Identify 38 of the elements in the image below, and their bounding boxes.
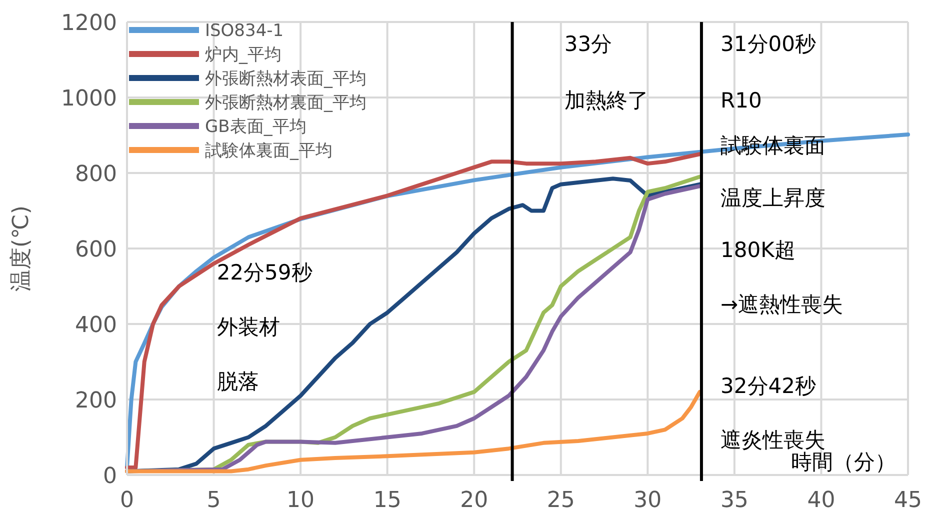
- y-tick-label: 0: [103, 464, 117, 489]
- x-tick-label: 30: [634, 488, 662, 513]
- x-tick-label: 25: [546, 488, 575, 513]
- y-tick-label: 1200: [61, 11, 117, 36]
- x-axis-title: 時間（分）: [791, 450, 896, 474]
- annotation: 31分00秒: [720, 32, 816, 56]
- x-tick-label: 0: [120, 488, 134, 513]
- y-axis-title: 温度(℃): [9, 206, 34, 292]
- legend-label: 炉内_平均: [205, 45, 282, 65]
- annotation: 外装材: [216, 314, 280, 339]
- line-series: [125, 390, 702, 474]
- x-tick-label: 15: [373, 488, 402, 513]
- y-tick-label: 600: [75, 238, 117, 262]
- annotation: 33分: [564, 32, 612, 56]
- legend-label: 試験体裏面_平均: [205, 141, 332, 161]
- y-tick-label: 1000: [61, 86, 117, 112]
- annotation: 温度上昇度: [720, 186, 826, 210]
- annotation: 32分42秒: [720, 374, 816, 398]
- x-tick-label: 40: [807, 488, 836, 513]
- y-tick-label: 400: [75, 313, 117, 338]
- x-tick-label: 10: [286, 488, 315, 513]
- annotation: →遮熱性喪失: [720, 292, 844, 316]
- annotation: 180K超: [720, 238, 796, 262]
- annotation: R10: [720, 88, 762, 112]
- legend-label: 外張断熱材裏面_平均: [205, 93, 366, 113]
- legend-label: GB表面_平均: [205, 117, 306, 137]
- annotation: 遮炎性喪失: [720, 428, 826, 452]
- x-tick-label: 20: [460, 488, 488, 513]
- x-tick-label: 45: [894, 488, 922, 513]
- annotation: 脱落: [216, 369, 259, 394]
- legend-label: 外張断熱材表面_平均: [205, 69, 366, 89]
- annotation: 加熱終了: [564, 88, 648, 112]
- annotation: 22分59秒: [216, 260, 312, 285]
- legend-label: ISO834-1: [205, 21, 284, 41]
- x-tick-label: 35: [720, 488, 748, 513]
- y-tick-label: 200: [75, 388, 117, 414]
- y-tick-label: 800: [75, 162, 117, 187]
- x-tick-label: 5: [206, 488, 221, 513]
